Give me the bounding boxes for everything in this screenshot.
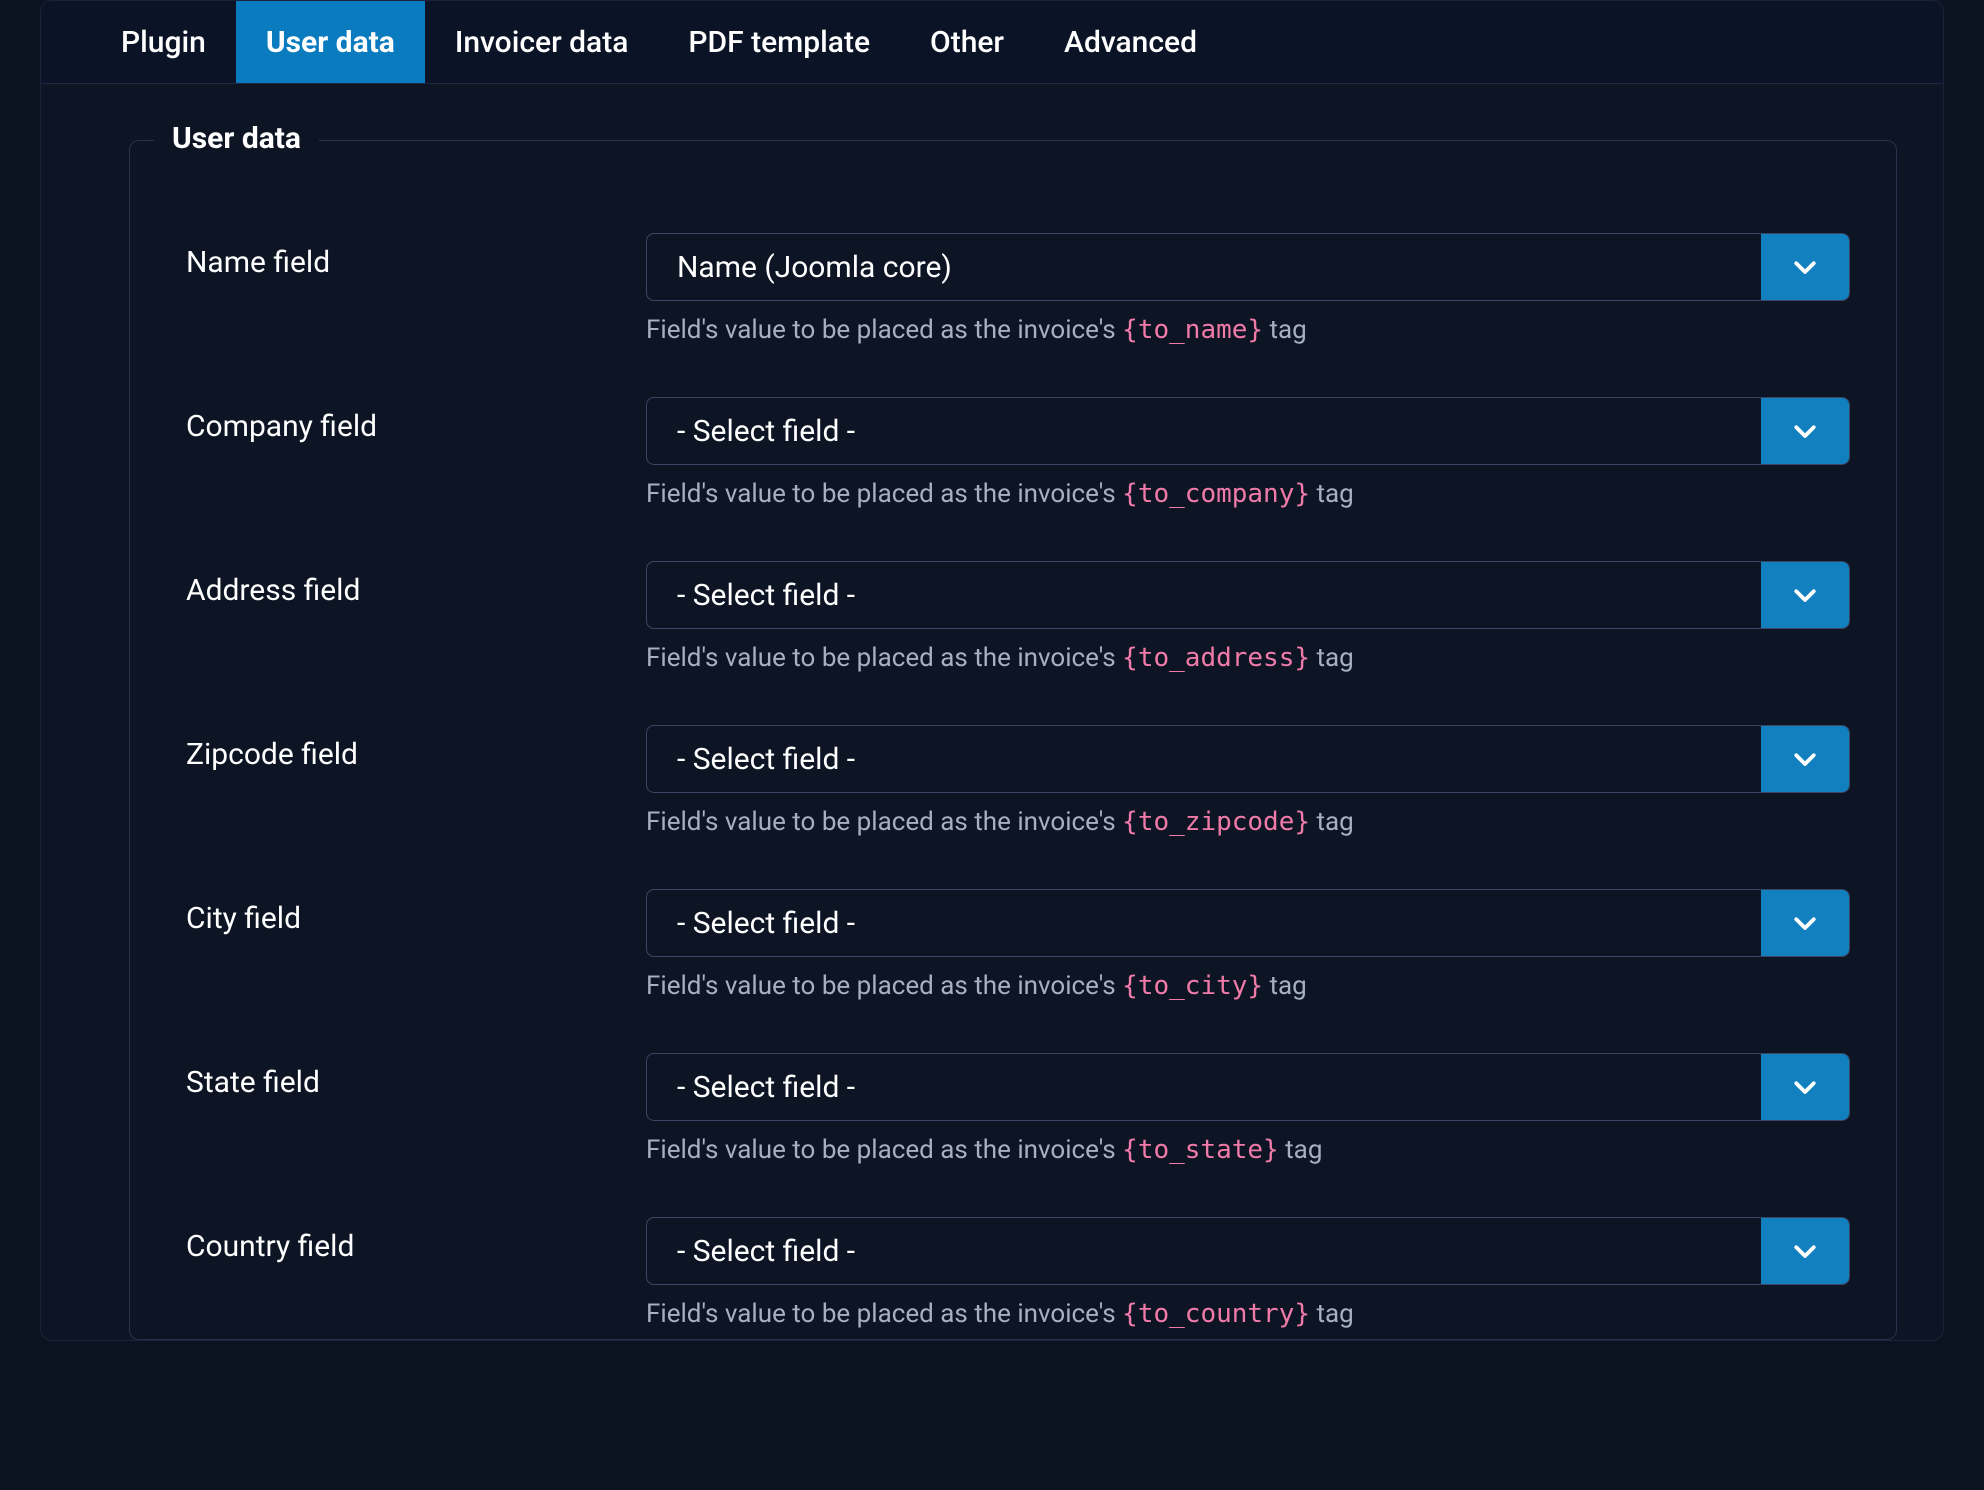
row-city-field: City field - Select field - Field's valu… — [186, 889, 1850, 1001]
row-state-field: State field - Select field - Field's val… — [186, 1053, 1850, 1165]
tab-user-data[interactable]: User data — [236, 1, 425, 83]
settings-panel: Plugin User data Invoicer data PDF templ… — [40, 0, 1944, 1341]
chevron-down-icon — [1790, 908, 1820, 938]
select-toggle[interactable] — [1761, 726, 1849, 792]
select-value: - Select field - — [647, 398, 1761, 464]
label-country-field: Country field — [186, 1217, 616, 1264]
select-toggle[interactable] — [1761, 890, 1849, 956]
chevron-down-icon — [1790, 1236, 1820, 1266]
select-name-field[interactable]: Name (Joomla core) — [646, 233, 1850, 301]
fieldset-user-data: User data Name field Name (Joomla core) … — [129, 140, 1897, 1340]
label-state-field: State field — [186, 1053, 616, 1100]
select-state-field[interactable]: - Select field - — [646, 1053, 1850, 1121]
chevron-down-icon — [1790, 252, 1820, 282]
label-company-field: Company field — [186, 397, 616, 444]
chevron-down-icon — [1790, 1072, 1820, 1102]
tab-other[interactable]: Other — [900, 1, 1034, 83]
tab-advanced[interactable]: Advanced — [1034, 1, 1227, 83]
select-value: - Select field - — [647, 726, 1761, 792]
chevron-down-icon — [1790, 744, 1820, 774]
row-address-field: Address field - Select field - Field's v… — [186, 561, 1850, 673]
select-toggle[interactable] — [1761, 562, 1849, 628]
select-value: - Select field - — [647, 562, 1761, 628]
tab-invoicer-data[interactable]: Invoicer data — [425, 1, 659, 83]
chevron-down-icon — [1790, 580, 1820, 610]
chevron-down-icon — [1790, 416, 1820, 446]
hint-zipcode-field: Field's value to be placed as the invoic… — [646, 807, 1850, 837]
tab-pdf-template[interactable]: PDF template — [658, 1, 900, 83]
label-zipcode-field: Zipcode field — [186, 725, 616, 772]
tab-plugin[interactable]: Plugin — [91, 1, 236, 83]
hint-name-field: Field's value to be placed as the invoic… — [646, 315, 1850, 345]
label-name-field: Name field — [186, 233, 616, 280]
select-toggle[interactable] — [1761, 234, 1849, 300]
select-toggle[interactable] — [1761, 398, 1849, 464]
select-country-field[interactable]: - Select field - — [646, 1217, 1850, 1285]
select-value: - Select field - — [647, 890, 1761, 956]
select-address-field[interactable]: - Select field - — [646, 561, 1850, 629]
row-company-field: Company field - Select field - Field's v… — [186, 397, 1850, 509]
hint-company-field: Field's value to be placed as the invoic… — [646, 479, 1850, 509]
select-company-field[interactable]: - Select field - — [646, 397, 1850, 465]
select-zipcode-field[interactable]: - Select field - — [646, 725, 1850, 793]
select-city-field[interactable]: - Select field - — [646, 889, 1850, 957]
select-value: Name (Joomla core) — [647, 234, 1761, 300]
row-country-field: Country field - Select field - Field's v… — [186, 1217, 1850, 1329]
select-value: - Select field - — [647, 1218, 1761, 1284]
select-toggle[interactable] — [1761, 1218, 1849, 1284]
row-zipcode-field: Zipcode field - Select field - Field's v… — [186, 725, 1850, 837]
label-city-field: City field — [186, 889, 616, 936]
hint-address-field: Field's value to be placed as the invoic… — [646, 643, 1850, 673]
fieldset-legend: User data — [154, 121, 319, 156]
select-toggle[interactable] — [1761, 1054, 1849, 1120]
row-name-field: Name field Name (Joomla core) Field's va… — [186, 233, 1850, 345]
select-value: - Select field - — [647, 1054, 1761, 1120]
tabs: Plugin User data Invoicer data PDF templ… — [41, 1, 1943, 84]
hint-state-field: Field's value to be placed as the invoic… — [646, 1135, 1850, 1165]
hint-country-field: Field's value to be placed as the invoic… — [646, 1299, 1850, 1329]
hint-city-field: Field's value to be placed as the invoic… — [646, 971, 1850, 1001]
label-address-field: Address field — [186, 561, 616, 608]
